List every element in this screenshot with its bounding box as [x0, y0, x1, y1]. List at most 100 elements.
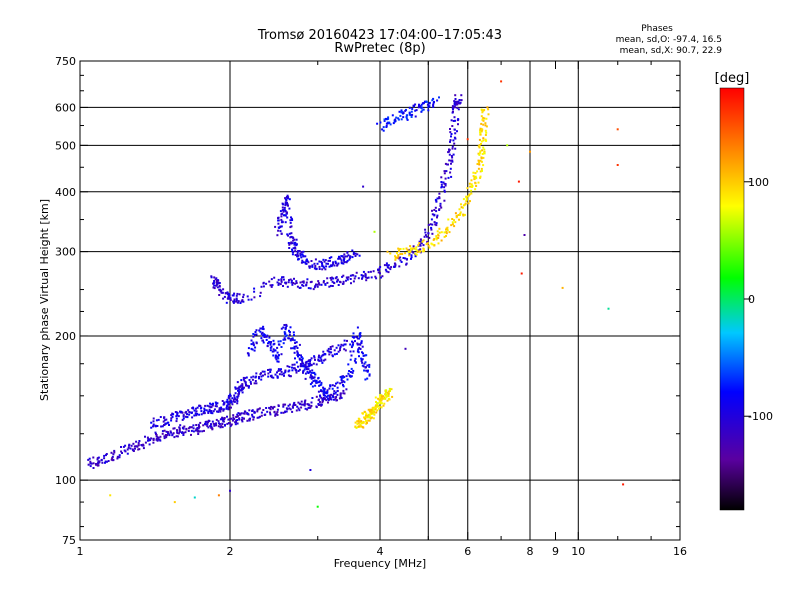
data-point — [307, 403, 310, 406]
data-point — [292, 331, 295, 334]
data-point — [449, 140, 451, 143]
data-point — [331, 394, 334, 397]
data-point — [103, 457, 106, 460]
data-point — [307, 365, 310, 368]
data-point — [398, 250, 400, 252]
data-point — [244, 377, 247, 380]
data-point — [273, 405, 276, 408]
data-point — [246, 419, 249, 422]
data-point — [407, 251, 410, 254]
data-point — [188, 411, 191, 413]
data-point — [294, 282, 297, 285]
data-point — [184, 431, 187, 434]
data-point — [379, 405, 382, 408]
data-point — [383, 402, 386, 405]
data-point — [215, 281, 218, 284]
data-point — [369, 270, 372, 273]
data-point — [100, 458, 103, 461]
data-point — [410, 256, 413, 259]
data-point — [170, 419, 173, 422]
data-point — [352, 280, 355, 283]
data-point — [487, 113, 490, 116]
data-point — [177, 415, 180, 418]
data-point — [314, 373, 317, 376]
data-point — [313, 356, 316, 359]
data-point — [295, 282, 298, 284]
data-point — [396, 251, 398, 254]
data-point — [401, 253, 404, 255]
data-point — [210, 412, 213, 414]
data-point — [278, 343, 281, 346]
data-point — [386, 399, 389, 402]
data-point — [156, 425, 159, 427]
noise-point — [523, 234, 526, 236]
data-point — [314, 384, 317, 387]
data-point — [457, 214, 460, 216]
data-point — [248, 409, 251, 412]
data-point — [267, 369, 269, 371]
data-point — [380, 397, 383, 400]
data-point — [349, 255, 352, 258]
colorbar-tick-label: 0 — [748, 293, 755, 306]
data-point — [163, 424, 165, 426]
data-point — [267, 372, 270, 375]
data-point — [224, 423, 226, 426]
data-point — [297, 365, 299, 368]
data-point — [385, 262, 388, 265]
data-point — [485, 139, 488, 142]
data-point — [362, 352, 364, 355]
data-point — [289, 226, 292, 229]
chart-subtitle: RwPretec (8p) — [334, 41, 425, 56]
data-point — [163, 419, 166, 422]
data-point — [479, 131, 482, 134]
data-point — [416, 251, 419, 253]
data-point — [195, 407, 197, 410]
data-point — [240, 300, 243, 303]
data-point — [478, 144, 481, 147]
data-point — [361, 351, 363, 354]
data-point — [322, 280, 325, 283]
data-point — [247, 347, 250, 350]
data-point — [306, 403, 309, 406]
data-point — [279, 230, 282, 233]
data-point — [276, 360, 279, 363]
data-point — [410, 250, 413, 253]
data-point — [265, 407, 268, 409]
data-point — [246, 295, 249, 298]
data-point — [453, 225, 456, 228]
data-point — [356, 253, 359, 256]
data-point — [415, 248, 418, 251]
data-point — [219, 426, 222, 429]
data-point — [286, 194, 289, 197]
data-point — [387, 264, 390, 267]
data-point — [250, 382, 252, 385]
data-point — [322, 350, 325, 353]
data-point — [450, 133, 453, 135]
data-point — [408, 254, 411, 257]
data-point — [480, 167, 483, 170]
data-point — [450, 155, 453, 157]
data-point — [212, 422, 215, 425]
data-point — [295, 341, 298, 344]
data-point — [368, 414, 371, 417]
data-point — [413, 247, 416, 250]
data-point — [252, 416, 255, 419]
data-point — [454, 221, 457, 224]
data-point — [274, 373, 277, 376]
data-point — [235, 300, 238, 303]
data-point — [155, 438, 158, 441]
data-point — [380, 399, 383, 402]
data-point — [438, 231, 441, 234]
data-point — [231, 397, 234, 400]
data-point — [479, 176, 482, 179]
data-point — [350, 282, 352, 285]
data-point — [285, 325, 288, 327]
data-point — [298, 402, 301, 405]
data-point — [480, 128, 483, 131]
data-point — [314, 267, 317, 270]
data-point — [173, 436, 176, 439]
data-point — [389, 123, 392, 126]
x-tick-label: 8 — [527, 545, 534, 558]
data-point — [245, 384, 247, 386]
